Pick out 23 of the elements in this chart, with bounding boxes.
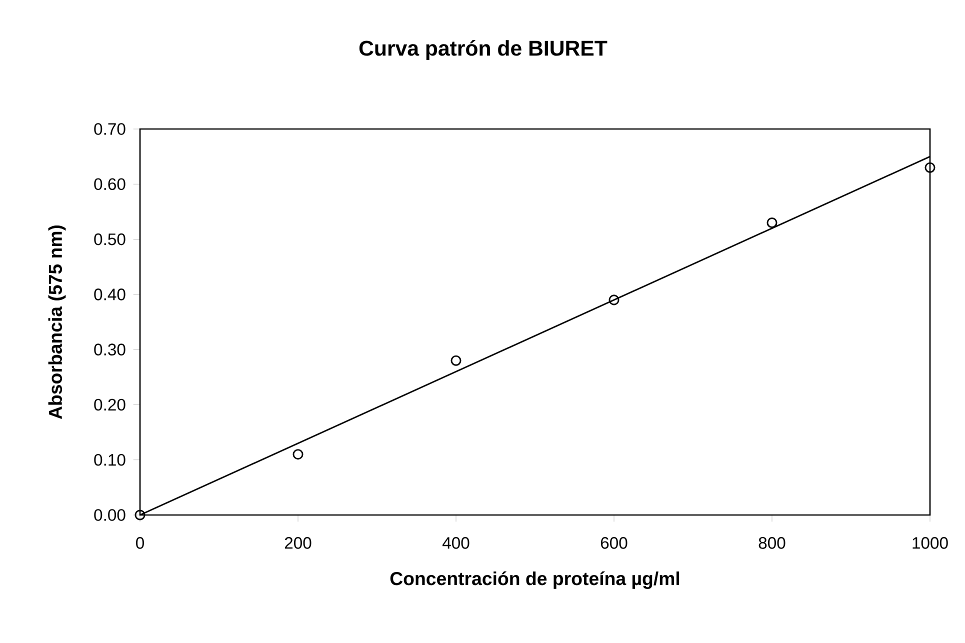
y-tick-label: 0.60 (94, 178, 126, 190)
point (924, 162, 936, 173)
x-tick-label: 200 (284, 537, 312, 549)
y-axis-title: Absorbancia (575 nm) (48, 225, 66, 420)
point (292, 449, 304, 460)
y-tick-label: 0.40 (94, 288, 126, 300)
point (134, 510, 146, 520)
x-tick-label: 0 (136, 537, 144, 549)
x-tick-label: 1000 (912, 537, 948, 549)
y-tick-label: 0.70 (94, 123, 126, 135)
y-tick-label: 0.00 (94, 509, 126, 521)
y-tick-label: 0.10 (94, 454, 126, 466)
x-axis-title: Concentración de proteína µg/ml (390, 571, 680, 589)
x-tick-label: 400 (442, 537, 470, 549)
y-tick-label: 0.20 (94, 398, 126, 411)
y-tick-label: 0.50 (94, 233, 126, 246)
point (766, 217, 778, 228)
point (608, 294, 620, 306)
point (450, 355, 462, 366)
x-tick-label: 800 (758, 537, 786, 549)
chart-title: Curva patrón de BIURET (359, 40, 608, 60)
x-tick-label: 600 (600, 537, 628, 549)
y-tick-label: 0.30 (94, 344, 126, 356)
